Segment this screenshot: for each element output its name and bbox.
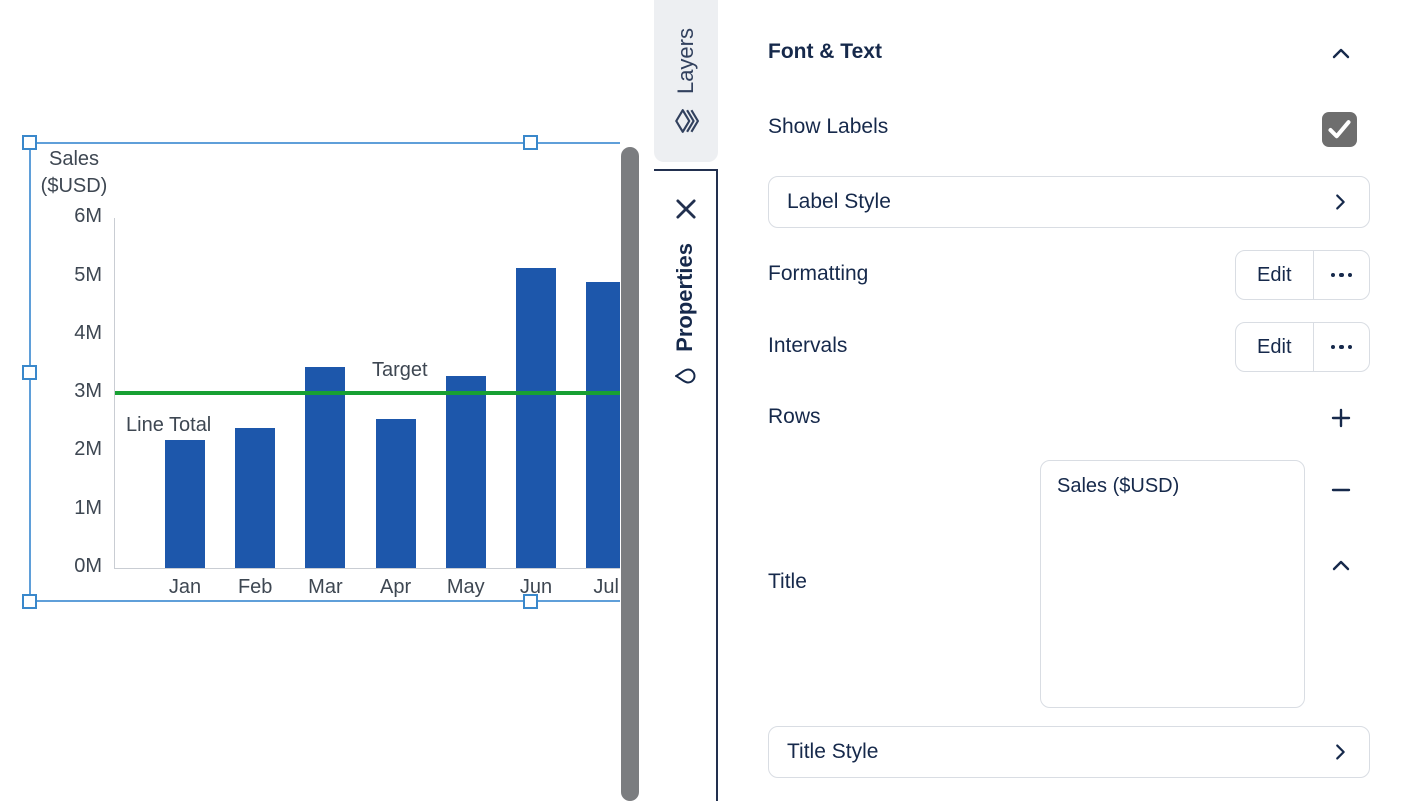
x-axis-label: Jan [168,576,202,598]
bar-feb[interactable] [235,428,276,568]
intervals-label: Intervals [768,334,848,357]
close-icon [672,195,700,223]
vertical-scrollbar-thumb[interactable] [621,147,639,801]
target-line-label: Target [372,359,428,381]
tab-properties[interactable]: Properties [654,243,716,503]
checkmark-icon [1326,116,1353,143]
chevron-right-icon [1329,191,1351,213]
x-axis-label: May [446,576,485,598]
bar-jun[interactable] [516,267,556,568]
y-axis-label: 2M [74,438,102,461]
y-axis-line [114,218,115,569]
y-axis-label: 1M [74,496,102,519]
selection-handle-bottom-mid[interactable] [523,594,538,609]
title-style-label: Title Style [787,740,879,763]
y-axis-label: 4M [74,321,102,344]
formatting-more-options-button[interactable] [1312,251,1370,299]
bar-jul[interactable] [586,282,620,568]
formatting-edit-button[interactable]: Edit [1257,263,1292,286]
move-row-up-button[interactable] [1329,554,1353,578]
chevron-up-icon [1329,554,1353,578]
collapse-section-button[interactable] [1329,42,1353,66]
target-reference-line[interactable] [115,391,620,396]
close-panel-button[interactable] [672,195,700,223]
selection-handle-bottom-left[interactable] [22,594,37,609]
rows-label: Rows [768,405,821,428]
x-axis-label: Jun [519,576,553,598]
layers-icon [673,108,699,134]
formatting-label: Formatting [768,262,869,285]
layers-tab-label: Layers [673,27,698,95]
selection-handle-left-mid[interactable] [22,365,37,380]
show-labels-label: Show Labels [768,115,889,138]
chart-title: Sales ($USD) [18,146,130,200]
chart-title-line2: ($USD) [40,175,108,197]
x-axis-label: Jul [593,576,619,598]
intervals-edit-button[interactable]: Edit [1257,335,1292,358]
bar-apr[interactable] [375,419,416,568]
add-row-button[interactable] [1329,406,1353,430]
line-total-label: Line Total [126,414,212,436]
minus-icon [1329,478,1353,502]
x-axis-line [114,568,620,569]
selection-handle-top-mid[interactable] [523,135,538,150]
tab-layers[interactable]: Layers [654,0,718,162]
more-options-icon [1330,344,1335,350]
y-axis-label: 6M [74,205,102,228]
selection-handle-top-left[interactable] [22,135,37,150]
bar-mar[interactable] [305,366,346,568]
properties-icon [673,364,697,388]
properties-tab-group: Properties [654,169,718,801]
bar-may[interactable] [445,375,486,568]
remove-row-button[interactable] [1329,478,1353,502]
y-axis-label: 3M [74,380,102,403]
plus-icon [1329,406,1353,430]
properties-panel: Font & Text Show Labels Label Style Form… [720,0,1417,801]
x-axis-label: Apr [380,576,412,598]
selection-border-top [29,142,620,144]
section-header-font-text: Font & Text [768,40,882,63]
bar-jan[interactable] [165,439,205,568]
chevron-up-icon [1329,42,1353,66]
more-options-icon [1330,272,1335,278]
label-style-label: Label Style [787,190,891,213]
title-style-button[interactable]: Title Style [768,726,1370,778]
x-axis-label: Mar [308,576,343,598]
chevron-right-icon [1329,741,1351,763]
y-axis-label: 5M [74,263,102,286]
chart-canvas[interactable]: Sales ($USD) Target Line Total Jan Feb Mar… [0,0,620,801]
label-style-button[interactable]: Label Style [768,176,1370,228]
title-input[interactable]: Sales ($USD) [1040,460,1305,708]
x-axis-label: Feb [237,576,273,598]
selection-border-bottom [29,600,620,602]
chart-title-line1: Sales [48,148,100,170]
intervals-edit-group: Edit [1235,322,1370,372]
show-labels-checkbox[interactable] [1322,112,1357,147]
title-label: Title [768,570,807,593]
y-axis-label: 0M [74,555,102,577]
formatting-edit-group: Edit [1235,250,1370,300]
properties-tab-label: Properties [672,243,697,352]
intervals-more-options-button[interactable] [1312,323,1370,371]
